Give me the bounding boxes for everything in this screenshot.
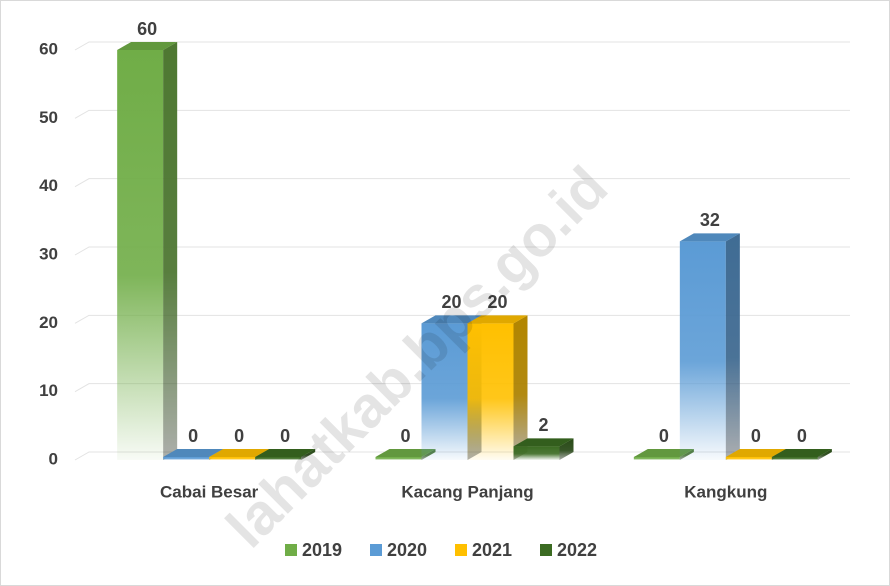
grid-line bbox=[74, 314, 850, 324]
bar-front bbox=[513, 446, 560, 460]
bar-top bbox=[117, 42, 178, 50]
data-label: 0 bbox=[751, 426, 761, 446]
bar-side-shade bbox=[817, 449, 832, 460]
bar-front bbox=[679, 241, 726, 460]
legend-swatch bbox=[455, 544, 467, 556]
bar-top bbox=[513, 438, 574, 447]
bar-top-shade bbox=[117, 42, 178, 50]
bar-side-shade bbox=[725, 233, 740, 460]
bar-front bbox=[163, 457, 210, 460]
bar bbox=[255, 449, 316, 460]
bar-top-shade bbox=[467, 315, 528, 324]
x-tick-label: Kacang Panjang bbox=[401, 482, 533, 501]
bar-top-shade bbox=[255, 449, 316, 457]
bar-side-shade bbox=[163, 42, 178, 460]
bar-side bbox=[817, 449, 832, 460]
grid-line bbox=[74, 451, 850, 461]
bar bbox=[117, 42, 178, 460]
bar-top-shade bbox=[209, 449, 270, 457]
legend-label: 2021 bbox=[472, 540, 512, 560]
data-label: 60 bbox=[137, 19, 157, 39]
bar bbox=[679, 233, 740, 460]
bar-front bbox=[633, 457, 680, 460]
bar-top-shade bbox=[633, 449, 694, 457]
bar-side-shade bbox=[301, 449, 316, 460]
legend-swatch bbox=[285, 544, 297, 556]
bar-top-shade bbox=[513, 438, 574, 447]
bar-top bbox=[725, 449, 786, 457]
bar-top-shade bbox=[771, 449, 832, 457]
grid-line bbox=[74, 246, 850, 256]
y-tick-label: 10 bbox=[39, 381, 58, 400]
data-label: 0 bbox=[188, 426, 198, 446]
grid-line bbox=[74, 109, 850, 119]
data-label: 20 bbox=[441, 292, 461, 312]
data-label: 0 bbox=[234, 426, 244, 446]
bar bbox=[725, 449, 786, 460]
bar-front bbox=[467, 323, 514, 460]
grid-line bbox=[74, 41, 850, 51]
bar-front bbox=[771, 457, 818, 460]
bar-top-shade bbox=[163, 449, 224, 457]
bar-top bbox=[421, 315, 482, 324]
bar-top-shade bbox=[421, 315, 482, 324]
bar-side bbox=[559, 438, 574, 460]
y-tick-label: 50 bbox=[39, 108, 58, 127]
bar-top bbox=[679, 233, 740, 242]
bar-top-shade bbox=[679, 233, 740, 242]
data-label: 2 bbox=[538, 415, 548, 435]
y-tick-label: 0 bbox=[49, 449, 58, 468]
legend-label: 2020 bbox=[387, 540, 427, 560]
bar-side-shade bbox=[559, 438, 574, 460]
y-tick-label: 20 bbox=[39, 313, 58, 332]
bar-front bbox=[209, 457, 256, 460]
bar-top bbox=[467, 315, 528, 324]
bar-side-shade bbox=[513, 315, 528, 460]
bar-front bbox=[421, 323, 468, 460]
legend-label: 2022 bbox=[557, 540, 597, 560]
data-label: 0 bbox=[400, 426, 410, 446]
y-tick-label: 30 bbox=[39, 244, 58, 263]
bar-top bbox=[375, 449, 436, 457]
bar-top bbox=[771, 449, 832, 457]
bar-top bbox=[209, 449, 270, 457]
bar bbox=[467, 315, 528, 460]
y-tick-label: 60 bbox=[39, 39, 58, 58]
bar-side bbox=[725, 233, 740, 460]
bar-top bbox=[255, 449, 316, 457]
bar-top-shade bbox=[375, 449, 436, 457]
data-label: 32 bbox=[700, 210, 720, 230]
grid-line bbox=[74, 178, 850, 188]
bar-front bbox=[255, 457, 302, 460]
bar-side bbox=[513, 315, 528, 460]
bar-side bbox=[163, 42, 178, 460]
bar-top bbox=[163, 449, 224, 457]
grid-line bbox=[74, 383, 850, 393]
data-label: 20 bbox=[487, 292, 507, 312]
x-tick-label: Cabai Besar bbox=[160, 482, 259, 501]
legend-swatch bbox=[370, 544, 382, 556]
data-label: 0 bbox=[659, 426, 669, 446]
bar-side bbox=[301, 449, 316, 460]
bar bbox=[513, 438, 574, 460]
data-label: 0 bbox=[797, 426, 807, 446]
data-label: 0 bbox=[280, 426, 290, 446]
bar-front bbox=[375, 457, 422, 460]
legend-label: 2019 bbox=[302, 540, 342, 560]
legend-swatch bbox=[540, 544, 552, 556]
bar-top-shade bbox=[725, 449, 786, 457]
bar-top bbox=[633, 449, 694, 457]
bar bbox=[771, 449, 832, 460]
bar-front bbox=[725, 457, 772, 460]
bar-front bbox=[117, 50, 164, 460]
x-tick-label: Kangkung bbox=[684, 482, 767, 501]
y-tick-label: 40 bbox=[39, 176, 58, 195]
